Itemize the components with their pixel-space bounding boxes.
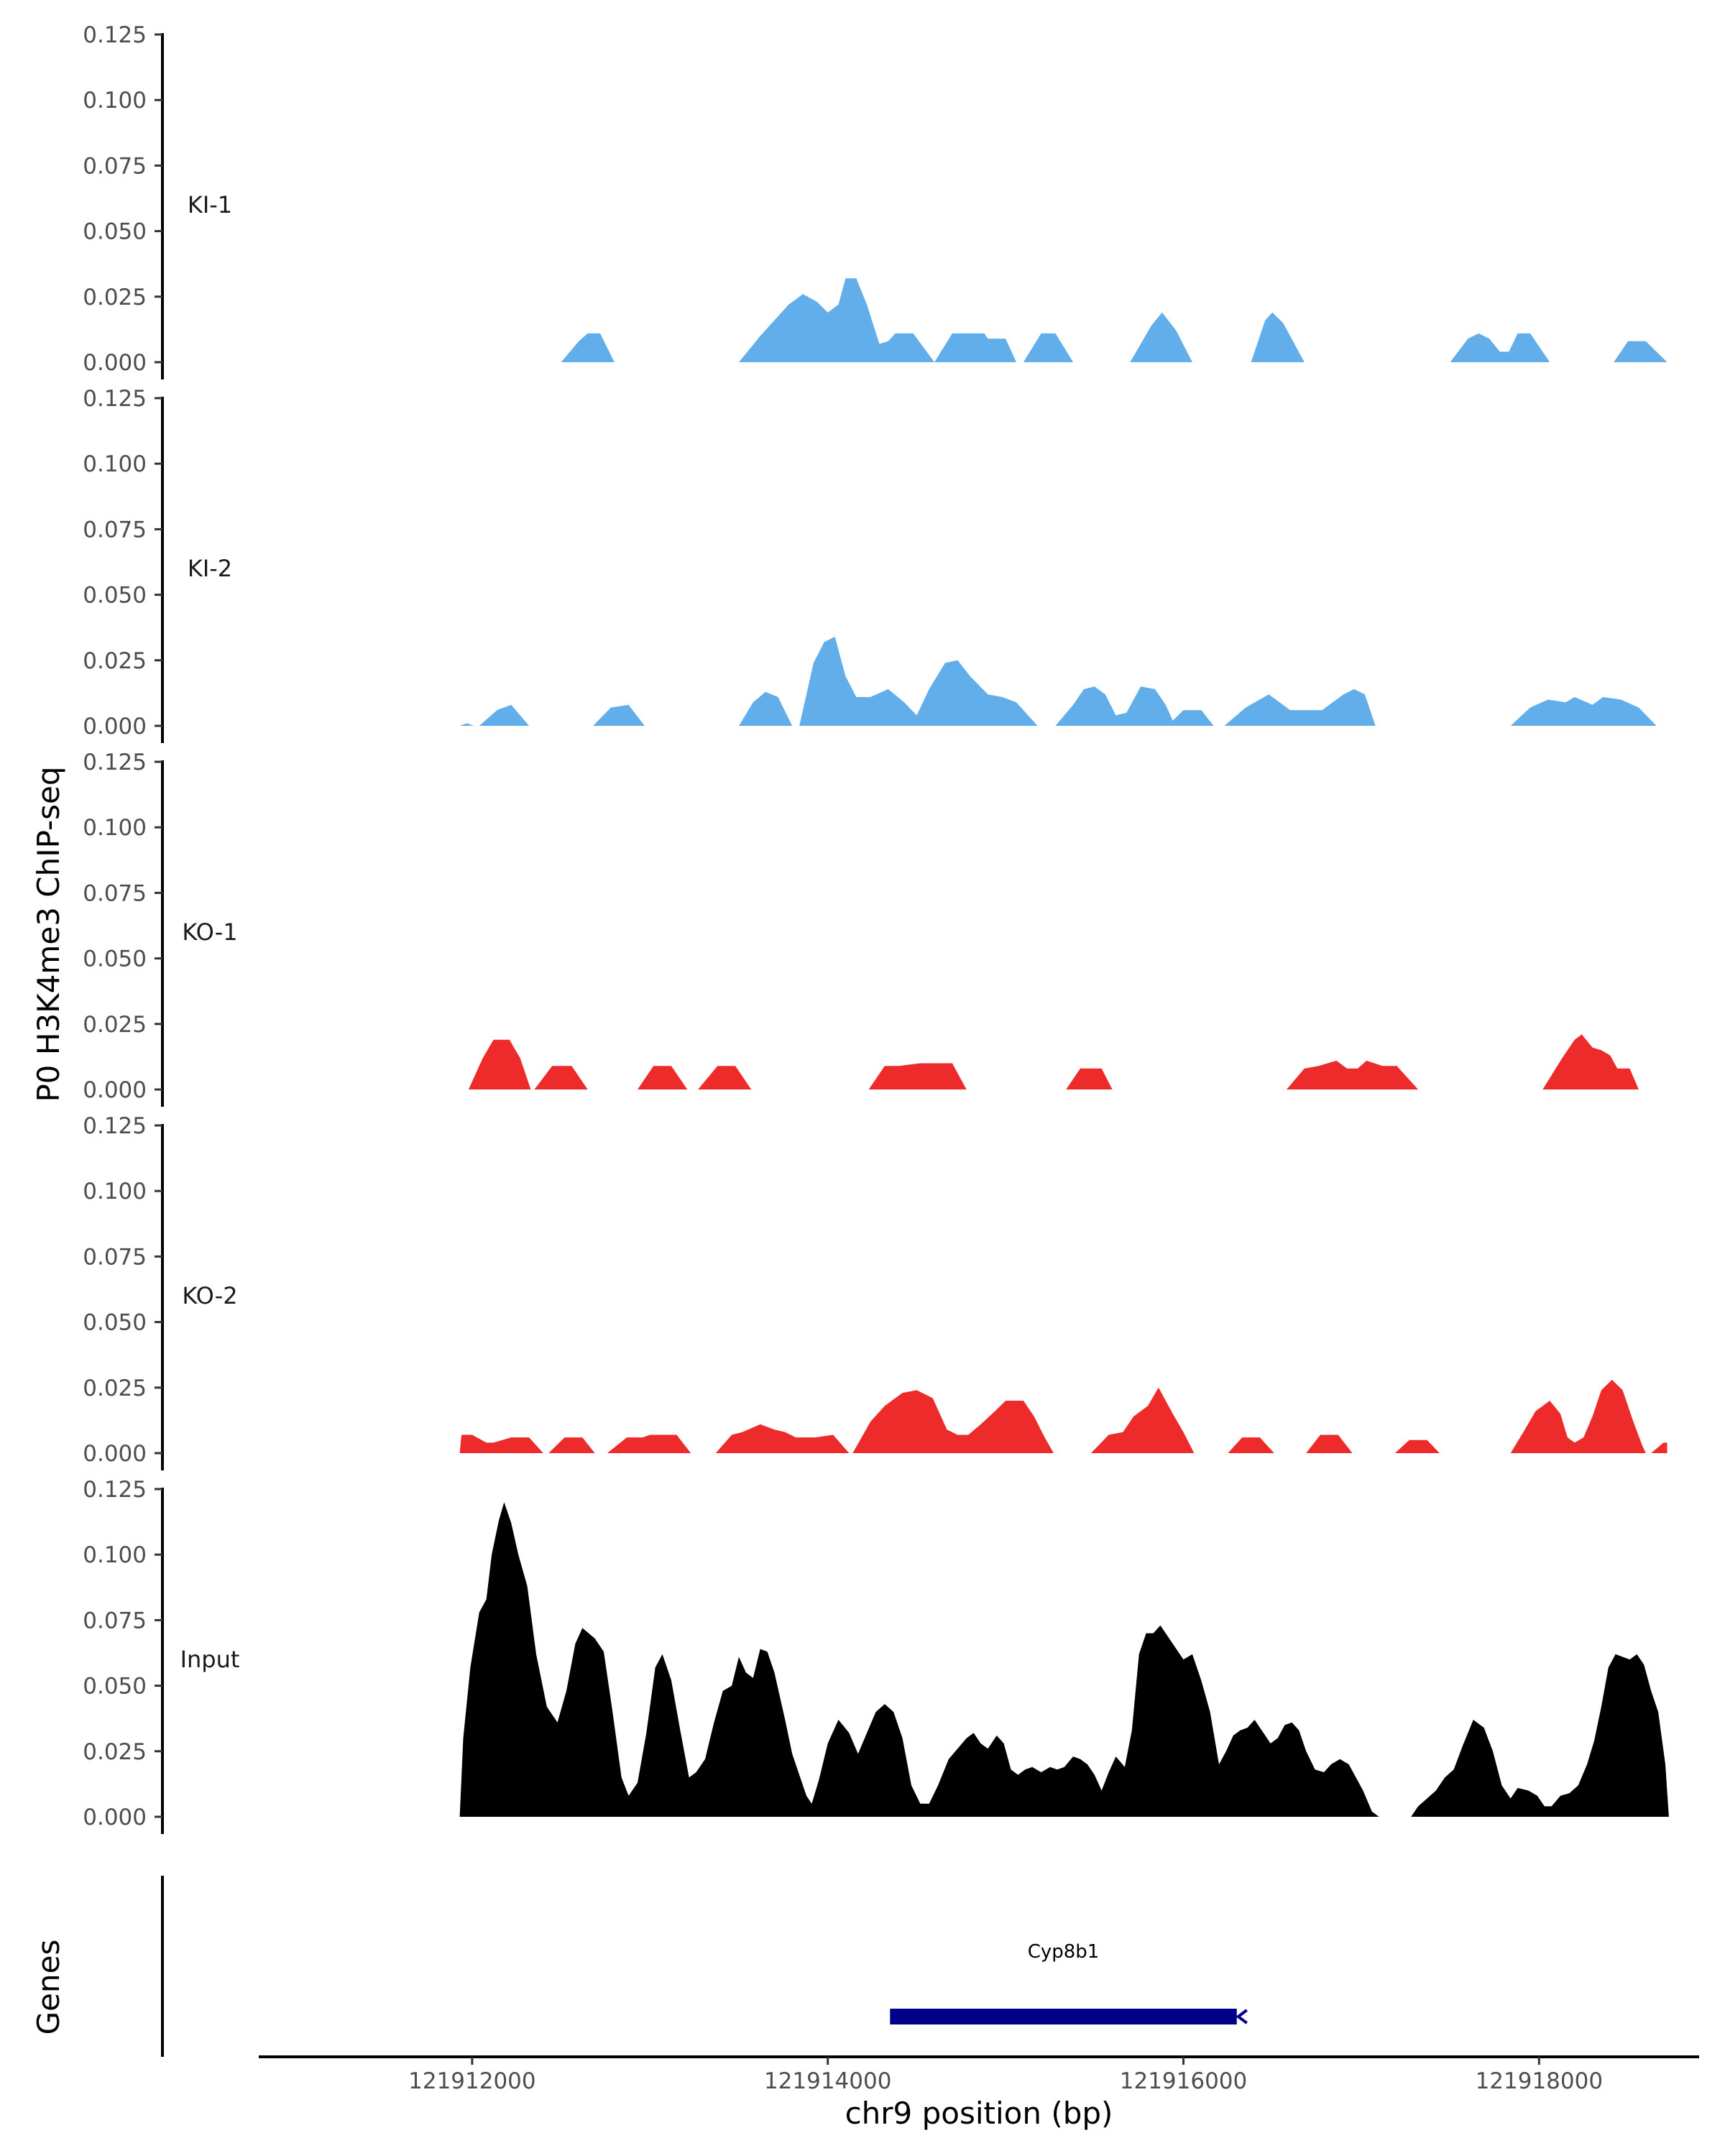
x-axis-title: chr9 position (bp) xyxy=(845,2096,1113,2131)
track-label: KO-1 xyxy=(182,918,237,946)
track-label: KI-1 xyxy=(188,191,232,218)
y-tick-label: 0.125 xyxy=(83,750,147,775)
y-tick-label: 0.075 xyxy=(83,1608,147,1634)
genes-axis-title: Genes xyxy=(31,1940,66,2035)
y-axis-title: P0 H3K4me3 ChIP-seq xyxy=(31,766,66,1102)
track-panels: 0.0000.0250.0500.0750.1000.125KI-10.0000… xyxy=(83,22,1669,1834)
coverage-area xyxy=(459,637,1657,726)
track-panel-ki-2: 0.000 0.025 0.050 0.075 0.100 0.125 KI-2 xyxy=(83,386,1657,743)
y-tick-label: 0.100 xyxy=(83,1542,147,1568)
y-tick-label: 0.125 xyxy=(83,22,147,48)
y-tick-label: 0.075 xyxy=(83,517,147,543)
track-panel-input: 0.000 0.025 0.050 0.075 0.100 0.125 Input xyxy=(83,1477,1669,1834)
y-tick-label: 0.050 xyxy=(83,583,147,609)
y-tick-label: 0.000 xyxy=(83,350,147,376)
y-tick-label: 0.075 xyxy=(83,153,147,179)
y-tick-label: 0.050 xyxy=(83,946,147,972)
y-tick-label: 0.025 xyxy=(83,648,147,674)
y-tick-label: 0.075 xyxy=(83,880,147,906)
gene-track: Cyp8b1 xyxy=(161,1876,1248,2057)
track-label: Input xyxy=(180,1646,240,1673)
x-tick-label: 121918000 xyxy=(1476,2068,1604,2094)
track-panel-ko-1: 0.000 0.025 0.050 0.075 0.100 0.125 KO-1 xyxy=(83,750,1639,1107)
coverage-area xyxy=(561,278,1668,362)
track-panel-ki-1: 0.000 0.025 0.050 0.075 0.100 0.125 KI-1 xyxy=(83,22,1668,379)
y-tick-label: 0.050 xyxy=(83,219,147,245)
y-tick-label: 0.050 xyxy=(83,1674,147,1700)
gene-body xyxy=(890,2009,1237,2024)
track-panel-ko-2: 0.000 0.025 0.050 0.075 0.100 0.125 KO-2 xyxy=(83,1113,1668,1470)
coverage-area xyxy=(459,1502,1669,1817)
y-tick-label: 0.100 xyxy=(83,451,147,477)
y-tick-label: 0.075 xyxy=(83,1244,147,1270)
y-tick-label: 0.050 xyxy=(83,1310,147,1336)
y-tick-label: 0.100 xyxy=(83,815,147,841)
y-tick-label: 0.100 xyxy=(83,1179,147,1204)
y-tick-label: 0.025 xyxy=(83,285,147,310)
y-tick-label: 0.125 xyxy=(83,1477,147,1503)
x-tick-label: 121916000 xyxy=(1120,2068,1248,2094)
y-tick-label: 0.025 xyxy=(83,1739,147,1765)
track-label: KI-2 xyxy=(188,555,232,582)
y-tick-label: 0.025 xyxy=(83,1012,147,1038)
x-tick-label: 121914000 xyxy=(764,2068,892,2094)
y-tick-label: 0.125 xyxy=(83,1113,147,1139)
coverage-area xyxy=(459,1379,1668,1453)
track-label: KO-2 xyxy=(182,1282,237,1309)
gene-name-label: Cyp8b1 xyxy=(1028,1941,1100,1963)
strand-arrow-icon xyxy=(1236,2009,1248,2024)
y-tick-label: 0.100 xyxy=(83,88,147,114)
y-tick-label: 0.000 xyxy=(83,1077,147,1103)
y-tick-label: 0.025 xyxy=(83,1376,147,1401)
y-tick-label: 0.000 xyxy=(83,1805,147,1830)
x-tick-label: 121912000 xyxy=(408,2068,536,2094)
y-tick-label: 0.000 xyxy=(83,714,147,740)
coverage-area xyxy=(468,1034,1639,1089)
y-tick-label: 0.000 xyxy=(83,1441,147,1467)
y-tick-label: 0.125 xyxy=(83,386,147,412)
x-axis: 121912000 121914000 121916000 121918000 xyxy=(259,2055,1699,2094)
